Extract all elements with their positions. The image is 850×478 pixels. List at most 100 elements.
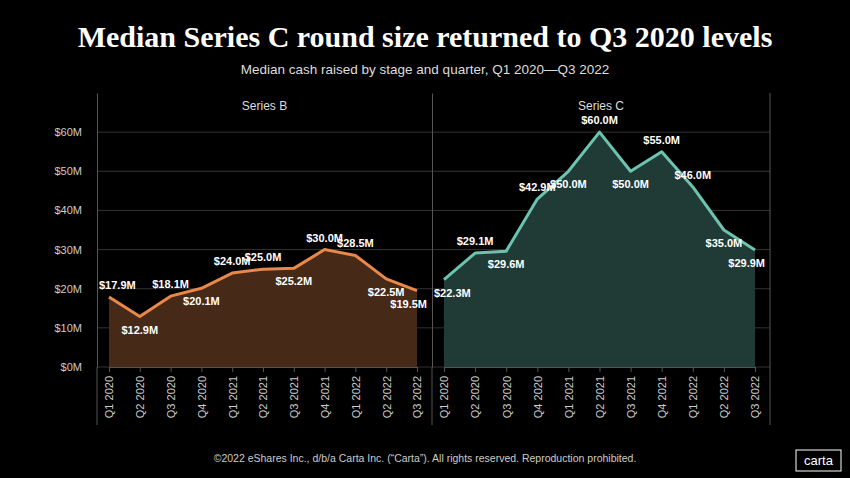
x-tick: Q1 2022	[350, 367, 362, 418]
y-tick: $30M	[54, 244, 97, 256]
data-label: $29.6M	[488, 258, 525, 270]
y-tick-label: $40M	[54, 204, 82, 216]
x-tick-label: Q1 2021	[563, 376, 575, 418]
x-tick-label: Q2 2020	[134, 376, 146, 418]
x-tick: Q2 2020	[134, 367, 146, 418]
x-tick-mark	[724, 367, 725, 372]
x-tick: Q2 2022	[381, 367, 393, 418]
x-tick-mark	[537, 367, 538, 372]
grid-line	[97, 249, 432, 250]
line	[109, 250, 417, 317]
x-tick: Q2 2021	[594, 367, 606, 418]
logo: carta	[804, 453, 834, 468]
grid	[432, 132, 770, 367]
data-label: $19.5M	[390, 298, 427, 310]
data-label: $25.0M	[245, 251, 282, 263]
grid-line	[97, 210, 432, 211]
y-tick-label: $20M	[54, 283, 82, 295]
title: Median Series C round size returned to Q…	[78, 20, 773, 53]
x-tick-mark	[171, 367, 172, 372]
data-label: $50.0M	[550, 178, 587, 190]
line	[444, 132, 755, 280]
y-tick-label: $30M	[54, 244, 82, 256]
x-tick: Q2 2021	[257, 367, 269, 418]
y-tick: $10M	[54, 322, 97, 334]
data-label: $28.5M	[337, 237, 374, 249]
x-tick-label: Q2 2022	[381, 376, 393, 418]
x-tick-mark	[325, 367, 326, 372]
x-tick-label: Q3 2020	[501, 376, 513, 418]
x-tick-mark	[693, 367, 694, 372]
chart-root: Median Series C round size returned to Q…	[0, 0, 850, 478]
panel: $0M$10M$20M$30M$40M$50M$60MQ1 2020Q2 202…	[54, 94, 432, 426]
panel: Q1 2020 Q2 2020 Q3 2020 Q4 2020 Q1 2021 Q2 20…	[432, 93, 770, 425]
data-label: $46.0M	[674, 169, 711, 181]
canvas: Median Series C round size returned to Q…	[0, 0, 850, 478]
marks	[109, 250, 417, 367]
x-tick: Q3 2022	[749, 367, 761, 418]
grid-line	[97, 171, 432, 172]
marks	[444, 132, 755, 367]
panel-title: Series C	[578, 99, 624, 113]
x-tick-mark	[417, 367, 418, 372]
x-tick: Q4 2021	[656, 367, 668, 418]
x-tick-label: Q1 2021	[227, 376, 239, 418]
y-tick: $20M	[54, 283, 97, 295]
background	[0, 0, 850, 478]
x-tick-label: Q3 2022	[749, 376, 761, 418]
data-label: $50.0M	[612, 178, 649, 190]
data-label: $20.1M	[183, 295, 220, 307]
x-tick-label: Q1 2020	[103, 376, 115, 418]
x-tick-label: Q1 2020	[438, 376, 450, 418]
x-tick-mark	[600, 367, 601, 372]
x-tick: Q3 2022	[411, 367, 423, 418]
x-tick-mark	[506, 367, 507, 372]
x-tick-label: Q4 2020	[532, 376, 544, 418]
x-tick-label: Q3 2021	[625, 376, 637, 418]
y-tick-label: $10M	[54, 322, 82, 334]
x-tick-mark	[568, 367, 569, 372]
x-tick: Q3 2021	[625, 367, 637, 418]
panel-separator	[432, 367, 433, 425]
grid	[97, 132, 432, 367]
x-tick: Q3 2021	[288, 367, 300, 418]
data-label: $22.3M	[434, 287, 471, 299]
x-tick: Q1 2021	[227, 367, 239, 418]
x-tick-label: Q1 2022	[350, 376, 362, 418]
x-tick-label: Q4 2021	[319, 376, 331, 418]
subtitle: Median cash raised by stage and quarter,…	[241, 62, 610, 77]
data-label: $60.0M	[581, 114, 618, 126]
x-tick-label: Q2 2021	[594, 376, 606, 418]
data-label: $17.9M	[99, 279, 136, 291]
x-tick-mark	[755, 367, 756, 372]
x-tick-label: Q3 2022	[411, 376, 423, 418]
y-axis-line	[97, 94, 98, 368]
area	[444, 132, 755, 367]
data-labels: $17.9M$12.9M$18.1M$20.1M$24.0M$25.0M$25.…	[99, 232, 427, 336]
x-tick: Q3 2020	[501, 367, 513, 418]
x-tick-mark	[386, 367, 387, 372]
x-tick: Q2 2022	[718, 367, 730, 418]
x-tick-mark	[355, 367, 356, 372]
x-tick-label: Q2 2020	[469, 376, 481, 418]
x-tick-mark	[201, 367, 202, 372]
y-axis	[432, 94, 433, 368]
y-tick-label: $50M	[54, 165, 82, 177]
x-tick-label: Q2 2022	[718, 376, 730, 418]
data-labels: $22.3M$29.1M$29.6M$42.9M$50.0M$60.0M$50.…	[434, 114, 765, 299]
x-tick: Q4 2021	[319, 367, 331, 418]
x-tick-label: Q3 2021	[288, 376, 300, 418]
x-tick-mark	[662, 367, 663, 372]
x-tick-mark	[232, 367, 233, 372]
x-tick-mark	[294, 367, 295, 372]
x-tick: Q1 2022	[687, 367, 699, 418]
x-tick-label: Q4 2020	[196, 376, 208, 418]
data-label: $35.0M	[706, 237, 743, 249]
x-tick-mark	[475, 367, 476, 372]
logo-frame	[796, 450, 841, 471]
x-tick-mark	[109, 367, 110, 372]
x-tick: Q4 2020	[196, 367, 208, 418]
y-axis-line	[432, 94, 433, 368]
data-label: $29.9M	[728, 257, 765, 269]
x-tick: Q4 2020	[532, 367, 544, 418]
